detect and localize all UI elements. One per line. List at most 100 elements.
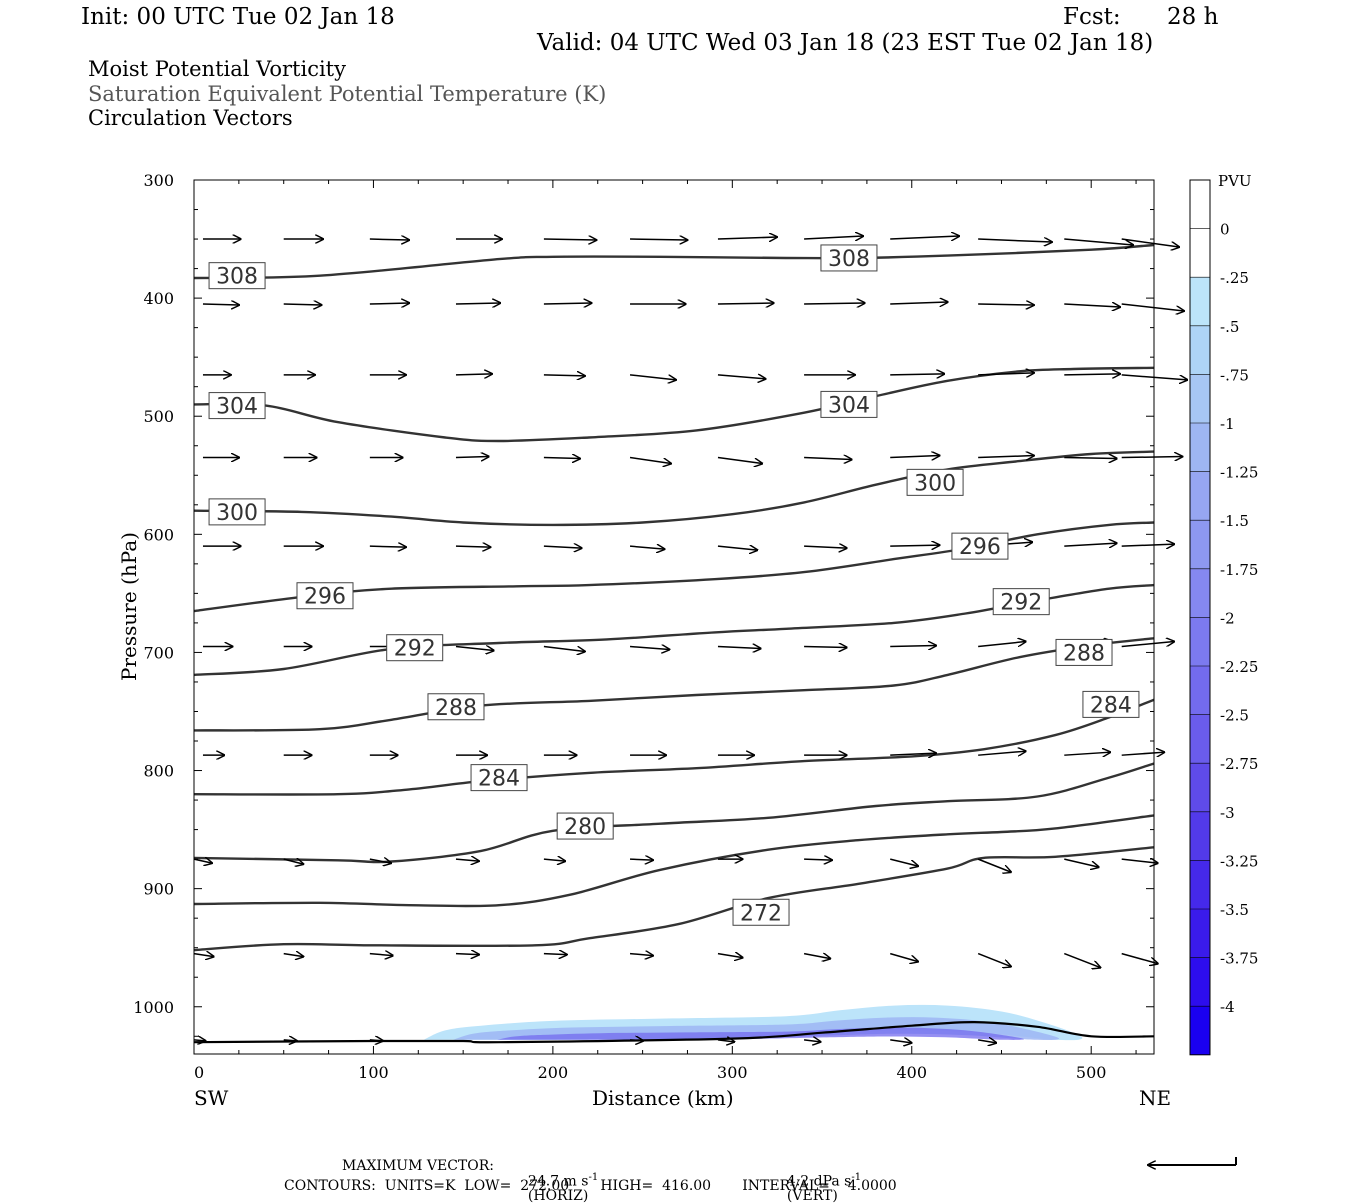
circulation-vector [978, 373, 1034, 375]
circulation-vector [455, 954, 479, 955]
surface-line [193, 1020, 1155, 1044]
circulation-vector [977, 952, 1011, 967]
colorbar-swatch [1190, 617, 1210, 666]
circulation-vector [193, 859, 212, 863]
y-axis-title: Pressure (hPa) [117, 532, 141, 681]
contour-label: 292 [386, 634, 444, 662]
circulation-vector [629, 954, 653, 956]
colorbar-swatch [1190, 325, 1210, 375]
colorbar-label: -.5 [1220, 318, 1239, 336]
circulation-vector [629, 374, 676, 380]
y-tick-label: 600 [143, 525, 174, 544]
colorbar-label: 0 [1220, 221, 1230, 239]
circulation-vector [890, 545, 939, 546]
colorbar-label: -2.25 [1220, 658, 1258, 676]
circulation-vector [369, 239, 409, 240]
init-time: Init: 00 UTC Tue 02 Jan 18 [81, 4, 395, 30]
x-tick-label: 300 [717, 1063, 748, 1082]
colorbar-label: -2.5 [1220, 707, 1249, 725]
contour-label-text: 304 [828, 393, 870, 418]
contour-label: 284 [470, 764, 528, 792]
colorbar-label: -3.5 [1220, 901, 1249, 919]
circulation-vector [890, 302, 947, 304]
theta-e-contours [193, 243, 1155, 1044]
title-vectors: Circulation Vectors [88, 106, 293, 130]
title-mpv: Moist Potential Vorticity [88, 57, 346, 81]
contour-label-text: 288 [1063, 641, 1105, 666]
colorbar-swatch [1190, 277, 1210, 326]
colorbar-label: -1.75 [1220, 561, 1258, 579]
circulation-vector [890, 952, 918, 962]
contour-label-text: 272 [740, 901, 782, 926]
circulation-vector [1064, 543, 1116, 546]
contour-label: 288 [427, 693, 485, 721]
y-tick-label: 900 [143, 880, 174, 899]
circulation-vector [1121, 952, 1158, 964]
colorbar-label: -3.75 [1220, 950, 1258, 968]
max-vector-label: MAXIMUM VECTOR: [342, 1158, 494, 1174]
contour-280 [193, 762, 1155, 864]
contour-labels: 308 308 304 304 300 300 296 296 292 292 288 288 284 2… [208, 244, 1140, 926]
contour-label: 284 [1082, 690, 1140, 718]
circulation-vector [890, 858, 918, 866]
circulation-vector [369, 859, 391, 863]
circulation-vector [630, 239, 687, 240]
circulation-vector [804, 236, 863, 239]
circulation-vector [193, 1040, 205, 1041]
contour-label-box [820, 244, 878, 272]
circulation-vector [977, 858, 1011, 872]
max-vector-vert: 4.2 dPa s-1 (VERT) [778, 1159, 861, 1203]
contour-label-text: 308 [216, 265, 258, 290]
plot-frame [193, 179, 1155, 1055]
colorbar-swatch [1190, 860, 1210, 909]
pv-shade-strong [497, 1027, 1025, 1040]
colorbar-label: -3.25 [1220, 852, 1258, 870]
contour-300 [193, 450, 1155, 527]
contour-label-text: 284 [478, 767, 520, 792]
contour-label-box [820, 390, 878, 418]
contour-label-text: 288 [435, 696, 477, 721]
circulation-vector [455, 374, 492, 375]
colorbar-label: -1.25 [1220, 464, 1258, 482]
max-vert-exp: -1 [851, 1172, 862, 1183]
circulation-vector [978, 304, 1034, 305]
contour-label-box [427, 693, 485, 721]
colorbar-swatch [1190, 374, 1210, 423]
contour-label-box [296, 582, 354, 610]
axes: 300 400 500 600 700 800 900 1000 0 100 200 300 400 50… [133, 171, 1154, 1082]
contour-label: 296 [951, 532, 1009, 560]
y-tick-label: 700 [143, 643, 174, 662]
circulation-vector [629, 1040, 643, 1041]
colorbar-label: -4 [1220, 998, 1235, 1016]
contour-label-text: 304 [216, 395, 258, 420]
colorbar-label: -3 [1220, 804, 1235, 822]
circulation-vector [890, 456, 939, 458]
contour-label-text: 296 [959, 535, 1001, 560]
forecast-label: Fcst: [1063, 4, 1121, 30]
valid-time: Valid: 04 UTC Wed 03 Jan 18 (23 EST Tue … [537, 30, 1154, 56]
circulation-vectors [193, 236, 1188, 1043]
reference-vector [1148, 1157, 1237, 1165]
y-tick-label: 800 [143, 762, 174, 781]
colorbar-swatch [1190, 909, 1210, 958]
circulation-vector [717, 546, 757, 550]
circulation-vector [978, 1040, 996, 1043]
circulation-vector [455, 859, 479, 861]
contour-296 [193, 521, 1155, 613]
contour-label-text: 300 [216, 501, 258, 526]
contour-label: 280 [556, 812, 614, 840]
colorbar-swatch [1190, 471, 1210, 521]
circulation-vector [890, 374, 944, 375]
circulation-vector [1064, 304, 1120, 307]
circulation-vector [1121, 544, 1174, 546]
colorbar-swatch [1190, 666, 1210, 715]
circulation-vector [369, 954, 393, 956]
circulation-vector [369, 303, 409, 304]
circulation-vector [1121, 374, 1188, 380]
contour-label: 272 [732, 898, 790, 926]
circulation-vector [629, 647, 669, 650]
contour-label: 300 [906, 468, 964, 496]
contour-label: 308 [208, 262, 266, 290]
y-tick-label: 500 [143, 407, 174, 426]
